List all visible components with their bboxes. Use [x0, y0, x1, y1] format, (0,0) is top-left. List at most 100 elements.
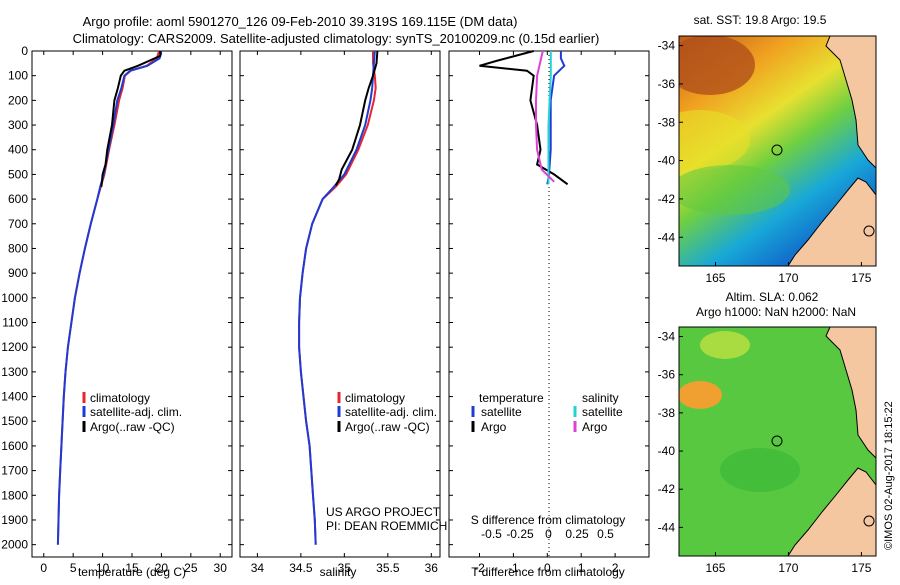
difference-panel: -2 -1 0 1 2 -0.5 -0.25 0 0.25 0.5 S difference fr… [448, 50, 650, 579]
s-tick-label: -0.25 [506, 527, 534, 541]
s-tick-label: 0 [545, 527, 552, 541]
x-tick-label: 0 [40, 561, 47, 575]
temperature-xlabel: temperature (deg C) [78, 565, 186, 579]
y-tick-label: 800 [8, 241, 28, 255]
x-tick-label: 34.5 [289, 561, 313, 575]
legend-label-s-argo: Argo [582, 420, 608, 434]
credits-pi: PI: DEAN ROEMMICH [326, 519, 447, 533]
s-difference-label: S difference from climatology [471, 513, 626, 527]
x-tick-label: -1 [508, 561, 519, 575]
series-line-satellite-adj-clim- [56, 50, 163, 545]
x-tick-label: 20 [155, 561, 169, 575]
map-y-tick-label: -34 [658, 330, 676, 344]
secondary-location-marker [863, 225, 875, 237]
y-tick-label: 1000 [1, 291, 28, 305]
x-tick-label: 0 [544, 561, 551, 575]
sla-map: Altim. SLA: 0.062 Argo h1000: NaN h2000:… [658, 290, 877, 575]
series-line-salinity-argo [535, 50, 555, 183]
salinity-xlabel: salinity [320, 565, 357, 579]
sst-map: sat. SST: 19.8 Argo: 19.5 165 170 175 -34 -3… [658, 13, 877, 285]
credits-project: US ARGO PROJECT [326, 505, 441, 519]
y-tick-label: 900 [8, 266, 28, 280]
north-island-land [825, 327, 876, 459]
y-tick-label: 400 [8, 143, 28, 157]
map-y-tick-label: -36 [658, 77, 676, 91]
x-tick-label: 34 [251, 561, 265, 575]
y-tick-label: 1900 [1, 513, 28, 527]
series-line-argo-raw-qc- [100, 51, 162, 187]
imos-stamp: ©IMOS 02-Aug-2017 18:15:22 [883, 401, 895, 550]
legend-label-climatology: climatology [345, 391, 405, 405]
x-tick-label: 35.5 [376, 561, 400, 575]
sla-low-patch [720, 448, 800, 492]
x-tick-label: 25 [184, 561, 198, 575]
argo-location-marker [771, 435, 783, 447]
legend-label-argo: Argo(..raw -QC) [345, 420, 430, 434]
x-tick-label: 15 [125, 561, 139, 575]
map-x-tick-label: 165 [705, 271, 725, 285]
sst-map-image [679, 36, 876, 266]
y-tick-label: 1100 [2, 316, 28, 330]
map-y-tick-label: -44 [658, 230, 676, 244]
sla-map-frame [678, 326, 877, 557]
legend-label-t-argo: Argo [481, 420, 507, 434]
temperature-axes-frame [31, 50, 233, 558]
map-y-tick-label: -42 [658, 192, 676, 206]
figure-title-line2: Climatology: CARS2009. Satellite-adjuste… [73, 31, 600, 46]
legend-label-climatology: climatology [90, 391, 150, 405]
temperature-legend: climatology satellite-adj. clim. Argo(..… [82, 391, 182, 434]
sst-green-patch [679, 165, 790, 215]
salinity-legend: climatology satellite-adj. clim. Argo(..… [337, 391, 437, 434]
sst-mid-patch [679, 110, 750, 170]
x-tick-label: -2 [474, 561, 485, 575]
map-y-tick-label: -40 [658, 154, 676, 168]
map-y-tick-label: -40 [658, 444, 676, 458]
series-line-temperature-argo [479, 50, 569, 186]
series-line-climatology [56, 50, 161, 545]
legend-label-t-satellite: satellite [481, 405, 522, 419]
x-tick-label: 2 [612, 561, 619, 575]
y-tick-label: 600 [8, 192, 28, 206]
y-tick-label: 300 [8, 118, 28, 132]
temperature-ticks: 0 5 10 15 20 25 300100200300400500600700800900… [1, 44, 232, 575]
map-y-tick-label: -36 [658, 368, 676, 382]
salinity-ticks: 34 34.5 35 35.5 36 [240, 50, 440, 575]
y-tick-label: 1700 [1, 464, 28, 478]
y-tick-label: 100 [8, 69, 28, 83]
map-x-tick-label: 170 [778, 271, 798, 285]
y-tick-label: 1500 [1, 414, 28, 428]
sst-map-ticks: 165 170 175 -34 -36 -38 -40 -42 -44 [658, 39, 872, 285]
sla-high-patch [679, 381, 722, 409]
series-line-temperature-satellite [546, 51, 566, 185]
legend-label-s-satellite: satellite [582, 405, 623, 419]
y-tick-label: 1800 [1, 488, 28, 502]
y-tick-label: 700 [8, 217, 28, 231]
difference-legend: temperature salinity satellite Argo sate… [471, 391, 623, 434]
map-x-tick-label: 170 [778, 561, 798, 575]
y-tick-label: 200 [8, 93, 28, 107]
y-tick-label: 1400 [1, 390, 28, 404]
map-y-tick-label: -38 [658, 406, 676, 420]
sst-map-frame [678, 35, 877, 267]
y-tick-label: 1200 [1, 340, 28, 354]
difference-ticks: -2 -1 0 1 2 -0.5 -0.25 0 0.25 0.5 [449, 50, 649, 575]
t-difference-xlabel: T difference from climatology [471, 565, 625, 579]
s-tick-label: 0.5 [597, 527, 614, 541]
map-y-tick-label: -38 [658, 115, 676, 129]
secondary-location-marker [863, 515, 875, 527]
difference-series [479, 50, 569, 186]
x-tick-label: 30 [214, 561, 228, 575]
salinity-series [298, 50, 379, 545]
y-tick-label: 1300 [1, 365, 28, 379]
map-y-tick-label: -44 [658, 520, 676, 534]
salinity-panel: 34 34.5 35 35.5 36 salinity climatology sate… [239, 50, 447, 579]
sla-mid-patch [700, 331, 750, 359]
y-tick-label: 1600 [1, 439, 28, 453]
map-x-tick-label: 165 [705, 561, 725, 575]
series-line-argo-raw-qc- [334, 50, 379, 186]
sst-map-title: sat. SST: 19.8 Argo: 19.5 [694, 13, 827, 27]
y-tick-label: 2000 [1, 538, 28, 552]
sla-map-image [679, 327, 876, 556]
